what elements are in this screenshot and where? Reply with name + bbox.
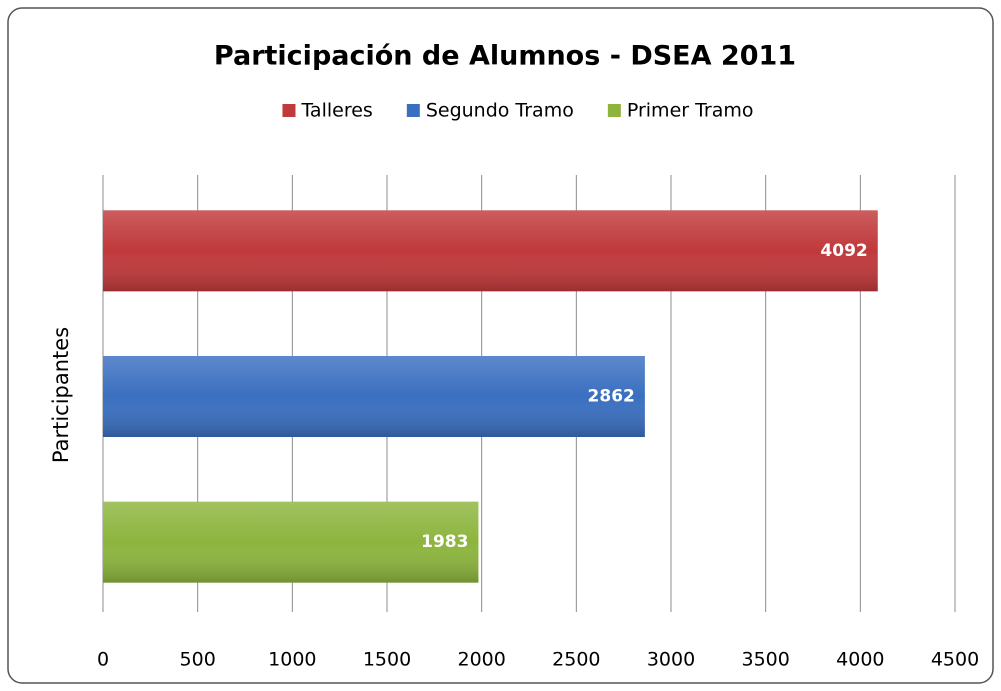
legend-swatch	[406, 104, 420, 117]
chart-title: Participación de Alumnos - DSEA 2011	[214, 41, 796, 72]
y-axis-label: Participantes	[49, 327, 73, 463]
x-tick-label: 500	[180, 649, 216, 671]
x-tick-label: 2500	[552, 649, 600, 671]
legend-label: Segundo Tramo	[426, 100, 574, 122]
x-tick-label: 4500	[931, 649, 979, 671]
data-label: 2862	[588, 387, 635, 407]
x-tick-label: 3500	[741, 649, 789, 671]
bar-shade	[103, 210, 878, 292]
legend-swatch	[282, 104, 296, 117]
x-tick-label: 3000	[647, 649, 695, 671]
x-tick-label: 2000	[457, 649, 505, 671]
x-tick-label: 1000	[268, 649, 316, 671]
data-label: 1983	[421, 532, 468, 552]
x-tick-label: 1500	[363, 649, 411, 671]
data-label: 4092	[820, 241, 867, 261]
x-tick-label: 0	[97, 649, 109, 671]
legend-label: Talleres	[300, 100, 372, 122]
bar-shade	[103, 501, 479, 583]
x-tick-label: 4000	[836, 649, 884, 671]
legend-label: Primer Tramo	[627, 100, 754, 122]
bar-shade	[103, 356, 645, 437]
legend-swatch	[607, 104, 621, 117]
